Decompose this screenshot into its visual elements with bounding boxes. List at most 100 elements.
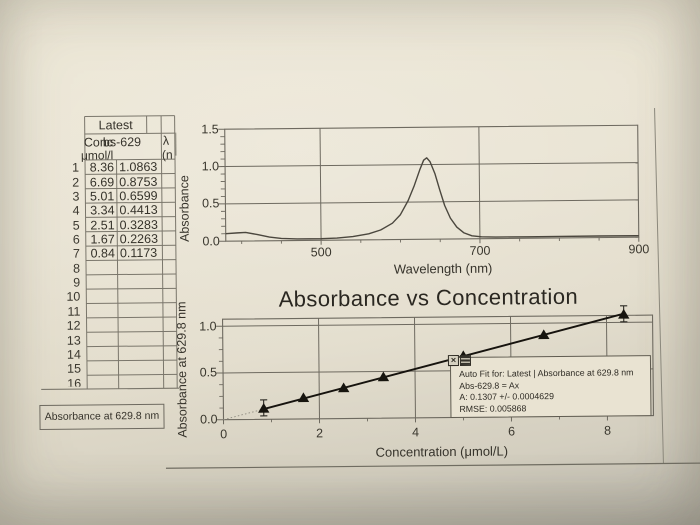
table-cell-conc: 3.34: [90, 203, 115, 218]
row-number: 8: [73, 261, 81, 276]
axis-tick-label: 700: [469, 243, 491, 258]
table-grid: [85, 244, 176, 247]
column-header-abs: bs-629: [102, 134, 142, 149]
row-number: 9: [73, 275, 81, 290]
row-number: 3: [72, 189, 80, 204]
table-grid: [86, 302, 177, 305]
table-cell-abs: 0.8753: [119, 174, 158, 189]
table-grid: [86, 287, 177, 290]
row-number: 4: [72, 203, 80, 219]
table-grid: [86, 273, 177, 276]
drag-handle-icon: [459, 354, 472, 366]
table-cell-conc: 1.67: [90, 232, 115, 247]
plot-border: [224, 124, 640, 242]
grid-line: [413, 317, 416, 418]
data-point: [538, 329, 550, 340]
table-cell-abs: 0.1173: [119, 246, 158, 261]
table-cell-abs: 0.3283: [119, 217, 158, 232]
table-cell-abs: 0.2263: [119, 231, 159, 247]
data-point: [297, 392, 310, 403]
spectrum-curve: [225, 157, 639, 240]
row-number: 15: [67, 361, 82, 376]
axis-tick-label: 1.0: [199, 318, 217, 333]
table-grid: [87, 373, 178, 376]
table-cell-conc: 8.36: [89, 160, 115, 175]
table-grid: [84, 116, 88, 390]
table-grid: [85, 230, 176, 233]
row-number: 16: [67, 376, 82, 387]
data-point: [338, 382, 350, 393]
fit-rmse: RMSE: 0.005868: [459, 403, 527, 415]
table-grid: [85, 158, 176, 161]
fit-info-box: × Auto Fit for: Latest | Absorbance at 6…: [447, 354, 652, 419]
table-grid: [41, 387, 180, 391]
axis-tick-label: 0.0: [202, 233, 220, 248]
table-footer-box: Absorbance at 629.8 nm: [39, 403, 165, 430]
chart-title: Absorbance vs Concentration: [278, 283, 579, 312]
axis-tick-label: 0.5: [201, 196, 220, 211]
table-cell-conc: 6.69: [89, 174, 115, 190]
axis-tick-label: 1.5: [201, 121, 219, 136]
table-grid: [85, 216, 176, 218]
row-number: 7: [72, 246, 80, 262]
grid-line: [222, 321, 653, 327]
column-header-lambda: λ: [162, 133, 170, 148]
data-point: [618, 308, 630, 319]
table-grid: [86, 359, 177, 362]
axis-tick-label: 6: [508, 424, 516, 439]
dataset-header: Latest: [98, 118, 133, 133]
units-lambda: (n: [161, 147, 173, 162]
row-number: 14: [66, 347, 81, 362]
row-number: 5: [72, 218, 80, 233]
row-number: 11: [67, 304, 81, 319]
row-number: 13: [66, 333, 81, 348]
table-grid: [85, 201, 176, 204]
table-grid: [86, 345, 177, 348]
table-cell-conc: 0.84: [90, 246, 115, 261]
table-grid: [85, 259, 176, 261]
axis-tick-label: 2: [316, 426, 324, 441]
close-icon: ×: [447, 354, 460, 367]
table-cell-abs: 1.0863: [119, 160, 158, 175]
fit-line-extension: [223, 408, 264, 421]
row-number: 10: [66, 290, 81, 305]
table-grid: [84, 132, 175, 135]
grid-line: [478, 126, 481, 239]
axis-tick-label: 1.0: [201, 159, 220, 174]
axis-tick-label: 0: [220, 427, 228, 442]
axis-tick-label: 900: [628, 242, 650, 257]
data-point: [258, 402, 270, 413]
table-grid: [160, 115, 165, 389]
table-cell-abs: 0.4413: [119, 203, 158, 218]
table-grid: [174, 115, 178, 389]
axis-tick-label: 0.5: [199, 365, 218, 380]
axis-tick-label: 4: [412, 425, 420, 440]
axis-tick-label: 500: [310, 245, 332, 260]
x-axis-label-spectrum: Wavelength (nm): [393, 260, 493, 277]
table-grid: [85, 187, 176, 190]
row-number: 1: [72, 160, 80, 175]
grid-line: [319, 128, 322, 241]
x-axis-label-calibration: Concentration (μmol/L): [375, 443, 509, 460]
table-cell-conc: 2.51: [90, 217, 115, 233]
table-grid: [86, 330, 177, 333]
table-grid: [84, 115, 175, 118]
grid-line: [225, 199, 639, 205]
table-cell-conc: 5.01: [89, 189, 115, 204]
page-bottom-rule: [165, 462, 700, 469]
table-grid: [86, 316, 177, 319]
axis-tick-label: 0.0: [200, 412, 218, 427]
plot-border: [221, 314, 655, 421]
row-number: 2: [72, 175, 80, 190]
fit-line: [263, 312, 624, 410]
table-grid: [85, 173, 176, 175]
table-cell-abs: 0.6599: [119, 188, 158, 204]
fit-box-icons: ×: [447, 354, 472, 367]
row-number: 6: [72, 232, 80, 247]
window-frame-line: [654, 108, 664, 464]
grid-line: [318, 318, 320, 419]
row-number: 12: [66, 318, 81, 333]
